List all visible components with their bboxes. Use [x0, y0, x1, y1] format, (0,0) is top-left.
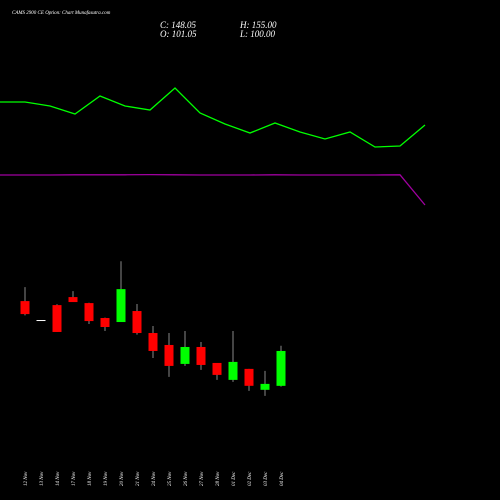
low-label: L: 100.00 [239, 29, 276, 39]
candle-body [260, 383, 270, 390]
x-tick-label: 02 Dec [248, 471, 253, 486]
candle-body [68, 297, 78, 303]
open-label: O: 101.05 [160, 29, 197, 39]
candle-body [20, 301, 30, 315]
x-tick-label: 12 Nov [24, 471, 29, 486]
candle-body [180, 346, 190, 364]
candle-body [84, 303, 94, 322]
x-tick-label: 19 Nov [104, 471, 109, 486]
x-tick-label: 03 Dec [264, 471, 269, 486]
chart-title: CAMS 2900 CE Option: Chart Munafasutra.c… [12, 11, 111, 16]
candle-body [244, 368, 254, 386]
x-tick-label: 17 Nov [72, 471, 77, 486]
candle-body [116, 289, 126, 323]
x-tick-label: 04 Dec [280, 471, 285, 486]
candle-body [100, 318, 110, 328]
x-tick-label: 26 Nov [184, 471, 189, 486]
x-tick-label: 21 Nov [136, 471, 141, 486]
x-tick-label: 13 Nov [40, 471, 45, 486]
candle-body [164, 344, 174, 366]
candle-body [36, 320, 46, 322]
x-tick-label: 01 Dec [232, 471, 237, 486]
candle-body [196, 346, 206, 365]
close-label: C: 148.05 [160, 20, 197, 30]
x-tick-label: 25 Nov [168, 471, 173, 486]
candle-body [228, 361, 238, 380]
x-tick-label: 24 Nov [152, 471, 157, 486]
x-tick-label: 20 Nov [120, 471, 125, 486]
candle-body [52, 305, 62, 332]
candle-body [276, 350, 286, 386]
x-tick-label: 28 Nov [216, 471, 221, 486]
indicator-line [0, 87, 426, 148]
high-label: H: 155.00 [239, 20, 277, 30]
x-tick-label: 14 Nov [56, 471, 61, 486]
candle-body [132, 311, 142, 334]
x-tick-label: 18 Nov [88, 471, 93, 486]
candle-body [212, 362, 222, 375]
candle-body [148, 333, 158, 351]
indicator-line [0, 173, 426, 206]
x-tick-label: 27 Nov [200, 471, 205, 486]
